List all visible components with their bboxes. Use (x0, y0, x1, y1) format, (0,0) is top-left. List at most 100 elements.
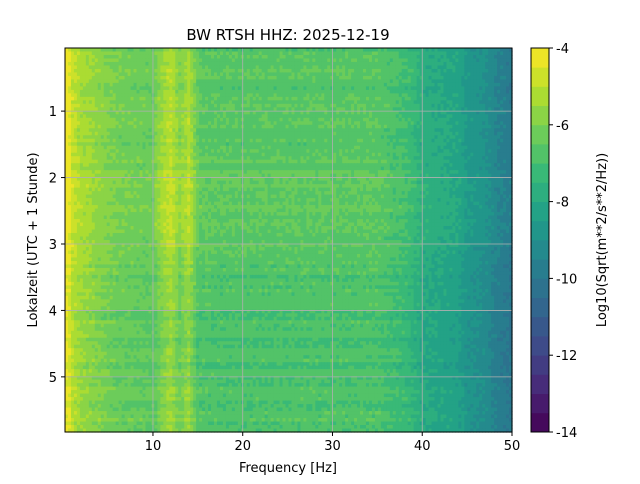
heatmap-cell (371, 107, 376, 112)
heatmap-cell (279, 103, 284, 108)
heatmap-cell (309, 65, 313, 70)
heatmap-cell (497, 96, 501, 101)
heatmap-cell (115, 117, 120, 122)
heatmap-cell (392, 103, 397, 108)
heatmap-cell (187, 100, 191, 105)
heatmap-cell (70, 96, 75, 101)
heatmap-cell (97, 65, 102, 70)
heatmap-cell (273, 103, 278, 108)
heatmap-cell (497, 79, 501, 84)
heatmap-cell (374, 110, 379, 115)
heatmap-cell (479, 61, 483, 67)
heatmap-cell (309, 75, 313, 81)
heatmap-cell (306, 65, 310, 70)
heatmap-cell (127, 100, 132, 105)
heatmap-cell (258, 61, 263, 67)
heatmap-cell (76, 89, 81, 94)
heatmap-cell (497, 82, 501, 87)
heatmap-cell (294, 65, 299, 70)
heatmap-cell (103, 89, 108, 94)
heatmap-cell (318, 54, 322, 60)
heatmap-cell (85, 75, 90, 81)
heatmap-cell (461, 96, 465, 101)
heatmap-cell (202, 107, 206, 112)
heatmap-cell (351, 89, 355, 94)
heatmap-cell (121, 61, 126, 67)
heatmap-cell (351, 54, 355, 60)
heatmap-cell (285, 75, 290, 81)
heatmap-cell (327, 96, 331, 101)
heatmap-cell (345, 54, 349, 60)
heatmap-cell (130, 72, 135, 77)
heatmap-cell (482, 51, 486, 56)
heatmap-cell (249, 68, 254, 74)
heatmap-cell (154, 61, 158, 67)
heatmap-cell (446, 82, 451, 87)
heatmap-cell (225, 93, 230, 98)
heatmap-cell (336, 89, 340, 94)
heatmap-cell (377, 117, 382, 122)
heatmap-cell (124, 75, 129, 81)
heatmap-cell (309, 89, 313, 94)
heatmap-cell (449, 96, 453, 101)
heatmap-cell (294, 100, 299, 105)
heatmap-cell (443, 75, 448, 81)
heatmap-cell (124, 82, 129, 87)
heatmap-cell (377, 61, 382, 67)
heatmap-cell (169, 61, 173, 67)
heatmap-cell (267, 114, 272, 119)
heatmap-cell (306, 51, 310, 56)
heatmap-cell (65, 68, 69, 74)
heatmap-cell (157, 110, 161, 115)
heatmap-cell (300, 68, 304, 74)
heatmap-cell (383, 96, 388, 101)
heatmap-cell (178, 65, 182, 70)
heatmap-cell (303, 107, 307, 112)
heatmap-cell (503, 48, 507, 53)
heatmap-cell (500, 79, 504, 84)
heatmap-cell (425, 103, 430, 108)
heatmap-cell (208, 86, 212, 91)
heatmap-cell (157, 96, 161, 101)
heatmap-cell (500, 89, 504, 94)
heatmap-cell (371, 103, 376, 108)
heatmap-cell (166, 54, 170, 60)
heatmap-cell (333, 110, 337, 115)
heatmap-cell (237, 51, 242, 56)
heatmap-cell (70, 51, 75, 56)
heatmap-cell (160, 58, 164, 63)
heatmap-cell (509, 100, 513, 105)
heatmap-cell (389, 89, 394, 94)
heatmap-cell (416, 100, 421, 105)
heatmap-cell (321, 51, 325, 56)
heatmap-cell (434, 93, 439, 98)
heatmap-cell (222, 96, 227, 101)
heatmap-cell (410, 100, 415, 105)
heatmap-cell (270, 75, 275, 81)
heatmap-cell (154, 93, 158, 98)
heatmap-cell (503, 54, 507, 60)
heatmap-cell (428, 54, 433, 60)
heatmap-cell (70, 48, 75, 53)
heatmap-cell (360, 107, 364, 112)
heatmap-cell (348, 114, 352, 119)
heatmap-cell (288, 86, 293, 91)
heatmap-cell (407, 82, 412, 87)
heatmap-cell (273, 54, 278, 60)
heatmap-cell (136, 86, 141, 91)
heatmap-cell (118, 96, 123, 101)
heatmap-cell (261, 100, 266, 105)
heatmap-cell (121, 96, 126, 101)
heatmap-cell (246, 79, 251, 84)
heatmap-cell (178, 117, 182, 122)
heatmap-cell (371, 93, 376, 98)
heatmap-cell (360, 72, 364, 77)
heatmap-cell (228, 48, 233, 53)
heatmap-cell (348, 51, 352, 56)
heatmap-cell (219, 48, 224, 53)
heatmap-cell (363, 100, 367, 105)
heatmap-cell (503, 89, 507, 94)
heatmap-cell (458, 58, 462, 63)
heatmap-cell (79, 79, 84, 84)
heatmap-cell (136, 54, 141, 60)
